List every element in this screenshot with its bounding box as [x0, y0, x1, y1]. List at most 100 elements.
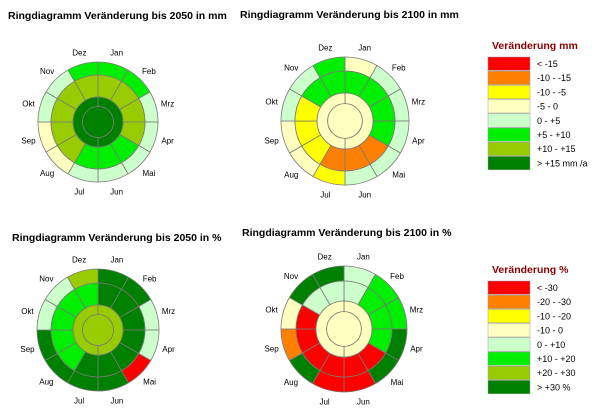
legend-swatch: [487, 99, 531, 114]
legend-label: -10 - -20: [537, 311, 571, 321]
legend-swatch: [487, 56, 531, 71]
month-label: Nov: [284, 63, 298, 72]
month-label: Aug: [284, 171, 298, 180]
month-label: Mai: [391, 378, 404, 387]
legend-swatches: < -15 -10 - -15 -10 - -5 -5 - 0 0 - +5 +5 - +…: [487, 56, 588, 171]
legend-swatch: [487, 309, 531, 324]
legend-swatch: [487, 85, 531, 100]
legend-mm: Veränderung mm < -15 -10 - -15 -10 - -5 -5 …: [487, 40, 588, 171]
legend-swatch: [487, 280, 531, 295]
center-disc: [326, 311, 362, 347]
month-label: Jul: [319, 397, 329, 406]
center-disc: [327, 103, 363, 139]
legend-label: < -15: [537, 59, 558, 69]
ring-chart-rings: Jan Feb Mrz Apr Mai Jun Jul Aug Sep Okt Nov Dez: [21, 48, 174, 196]
month-label: Apr: [412, 137, 425, 146]
legend-label: -10 - 0: [537, 326, 563, 336]
month-label: Okt: [21, 307, 34, 316]
legend-label: +10 - +20: [537, 354, 576, 364]
month-label: Okt: [265, 306, 278, 315]
ring-chart-rings: Jan Feb Mrz Apr Mai Jun Jul Aug Sep Okt Nov Dez: [264, 253, 423, 407]
month-label: Jan: [110, 255, 123, 264]
legend-label: > +15 mm /a: [537, 158, 588, 168]
month-label: Feb: [143, 274, 157, 283]
month-label: Mai: [143, 378, 156, 387]
month-label: Dez: [72, 255, 86, 264]
chart-title: Ringdiagramm Veränderung bis 2100 in mm: [240, 9, 459, 21]
month-label: Okt: [22, 99, 35, 108]
chart-title: Ringdiagramm Veränderung bis 2050 in mm: [8, 10, 227, 22]
month-label: Dez: [317, 253, 331, 262]
month-label: Aug: [40, 169, 54, 178]
month-label: Sep: [21, 137, 36, 146]
legend-swatch: [487, 127, 531, 142]
legend-swatch: [487, 323, 531, 338]
month-label: Dez: [72, 48, 86, 57]
month-label: Jan: [357, 253, 370, 262]
ring-chart-2050-pct: Ringdiagramm Veränderung bis 2050 in % J…: [12, 232, 222, 406]
legend-label: < -30: [537, 283, 558, 293]
ring-chart-2050-mm: Ringdiagramm Veränderung bis 2050 in mm …: [8, 10, 227, 197]
month-label: Okt: [265, 97, 278, 106]
legend-label: 0 - +5: [537, 116, 560, 126]
month-label: Feb: [392, 63, 406, 72]
legend-swatch: [487, 380, 531, 395]
chart-title: Ringdiagramm Veränderung bis 2050 in %: [12, 232, 222, 244]
legend-label: -10 - -15: [537, 73, 571, 83]
legend-label: -20 - -30: [537, 297, 571, 307]
month-label: Jun: [357, 397, 370, 406]
month-label: Mrz: [410, 306, 423, 315]
month-label: Nov: [39, 274, 53, 283]
legend-label: +5 - +10: [537, 130, 571, 140]
center-disc: [82, 106, 114, 138]
month-label: Apr: [162, 345, 175, 354]
legend-label: 0 - +10: [537, 340, 565, 350]
month-label: Mrz: [412, 97, 425, 106]
month-label: Jul: [320, 190, 330, 199]
month-label: Mai: [142, 169, 155, 178]
legend-title: Veränderung %: [492, 264, 569, 276]
legend-swatch: [487, 156, 531, 171]
month-label: Feb: [142, 67, 156, 76]
month-label: Dez: [318, 44, 332, 53]
legend-title: Veränderung mm: [492, 40, 578, 52]
month-label: Aug: [39, 378, 53, 387]
month-label: Apr: [410, 344, 423, 353]
legend-swatch: [487, 141, 531, 156]
legend-swatch: [487, 337, 531, 352]
month-label: Jan: [358, 44, 371, 53]
month-label: Mai: [392, 171, 405, 180]
month-label: Aug: [284, 378, 298, 387]
month-label: Feb: [390, 272, 404, 281]
month-label: Jun: [110, 188, 123, 197]
month-label: Jan: [110, 48, 123, 57]
legend-swatch: [487, 70, 531, 85]
legend-label: +20 - +30: [537, 368, 576, 378]
legend-label: -10 - -5: [537, 87, 566, 97]
month-label: Nov: [40, 67, 54, 76]
legend-label: > +30 %: [537, 382, 571, 392]
legend-swatch: [487, 351, 531, 366]
month-label: Jun: [358, 190, 371, 199]
month-label: Sep: [264, 137, 279, 146]
month-label: Jul: [74, 397, 84, 406]
legend-pct: Veränderung % < -30 -20 - -30 -10 - -20 -10…: [487, 264, 576, 395]
month-label: Sep: [20, 345, 35, 354]
ring-chart-2100-pct: Ringdiagramm Veränderung bis 2100 in % J…: [242, 227, 452, 406]
month-label: Nov: [284, 272, 298, 281]
ring-chart-2100-mm: Ringdiagramm Veränderung bis 2100 in mm …: [240, 9, 459, 199]
chart-title: Ringdiagramm Veränderung bis 2100 in %: [242, 227, 452, 239]
legend-swatch: [487, 365, 531, 380]
center-disc: [82, 314, 114, 346]
legend-swatches: < -30 -20 - -30 -10 - -20 -10 - 0 0 - +10 +10…: [487, 280, 576, 395]
month-label: Mrz: [162, 307, 175, 316]
ring-chart-rings: Jan Feb Mrz Apr Mai Jun Jul Aug Sep Okt Nov Dez: [20, 255, 175, 405]
legend-label: -5 - 0: [537, 102, 558, 112]
legend-swatch: [487, 113, 531, 128]
month-label: Jun: [110, 397, 123, 406]
ring-chart-rings: Jan Feb Mrz Apr Mai Jun Jul Aug Sep Okt Nov Dez: [264, 44, 425, 200]
month-label: Jul: [74, 188, 84, 197]
month-label: Sep: [264, 344, 279, 353]
legend-label: +10 - +15: [537, 144, 576, 154]
